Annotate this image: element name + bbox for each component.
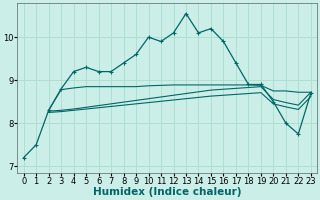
X-axis label: Humidex (Indice chaleur): Humidex (Indice chaleur) — [93, 187, 242, 197]
